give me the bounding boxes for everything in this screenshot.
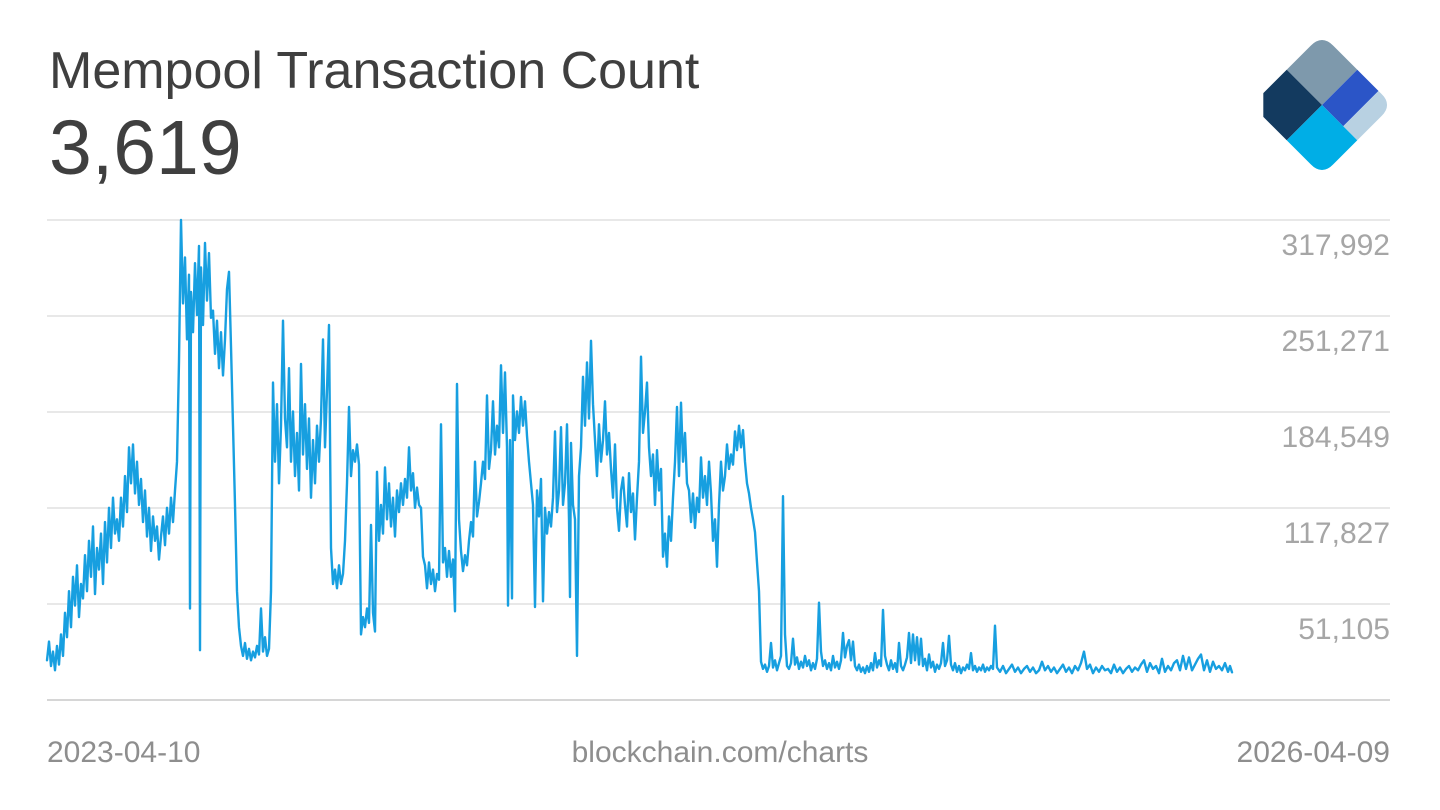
blockchain-logo bbox=[1251, 34, 1393, 176]
series-line bbox=[45, 218, 1234, 675]
x-axis-end-date: 2026-04-09 bbox=[1236, 736, 1390, 769]
y-axis-label: 317,992 bbox=[1281, 229, 1390, 262]
logo-facet-right bbox=[1322, 69, 1379, 127]
y-axis-label: 251,271 bbox=[1281, 325, 1390, 358]
gridlines bbox=[47, 219, 1390, 701]
watermark-link[interactable]: blockchain.com/charts bbox=[571, 736, 869, 769]
x-axis-start-date: 2023-04-10 bbox=[47, 736, 201, 769]
y-axis-label: 184,549 bbox=[1281, 421, 1390, 454]
current-value: 3,619 bbox=[49, 105, 242, 191]
y-axis-label: 51,105 bbox=[1298, 613, 1390, 646]
page-title: Mempool Transaction Count bbox=[49, 42, 700, 100]
y-axis-label: 117,827 bbox=[1283, 517, 1390, 550]
logo-facet-corner bbox=[1343, 90, 1393, 141]
logo-facet-bottom bbox=[1286, 105, 1358, 176]
logo-facet-top bbox=[1286, 34, 1358, 105]
logo-facet-left bbox=[1251, 69, 1322, 141]
